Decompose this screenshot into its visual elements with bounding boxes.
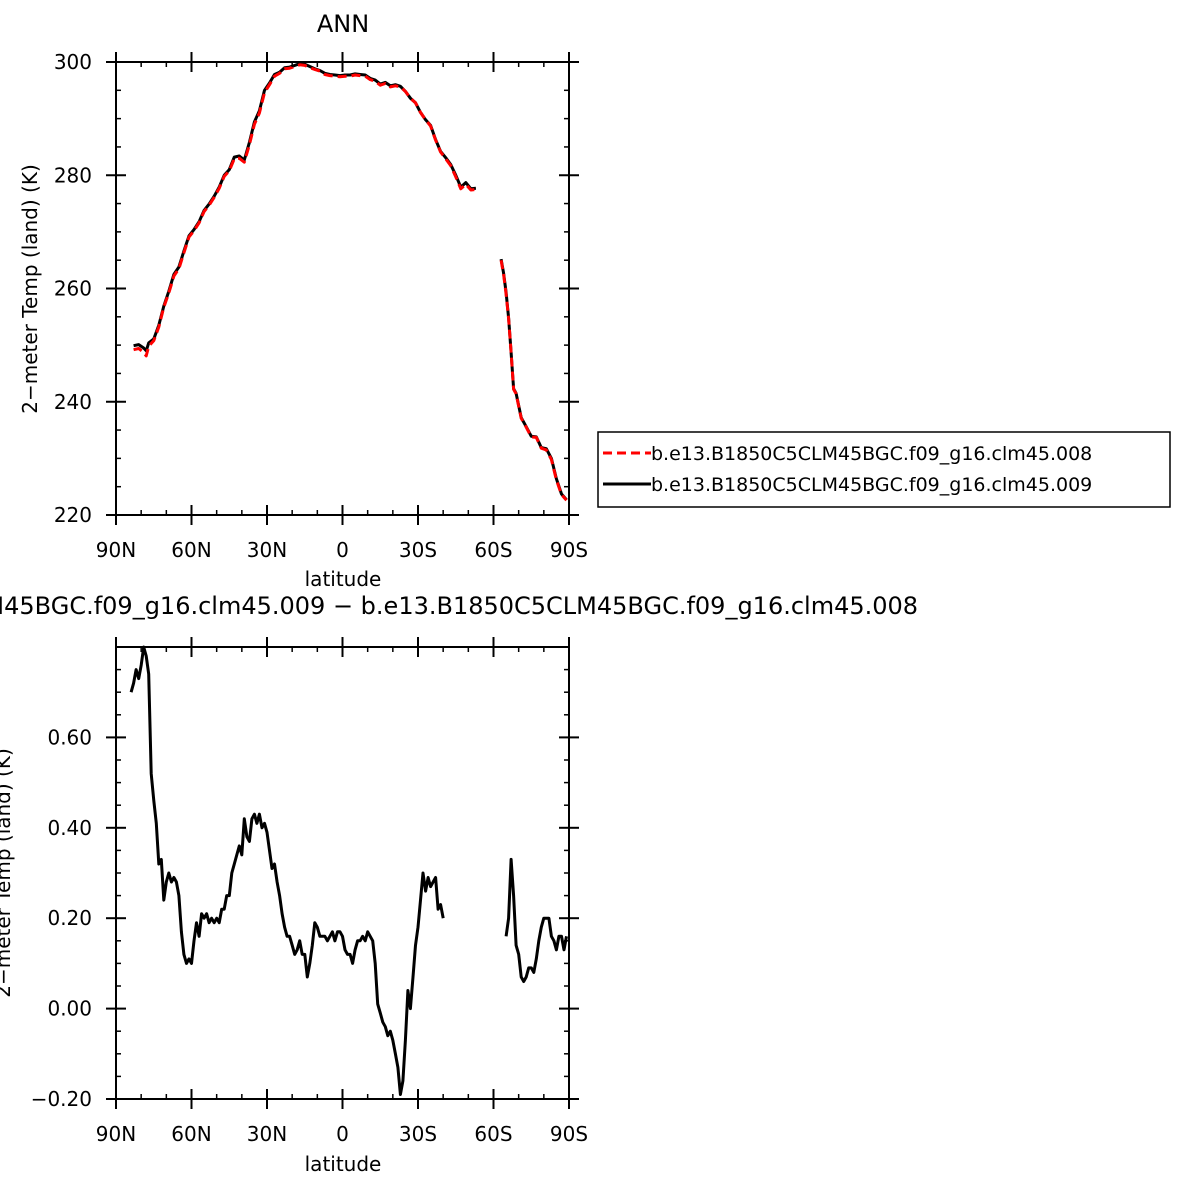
bottom-x-tick-label: 90S (550, 1122, 588, 1146)
bottom-series-1-line-segment-2 (504, 857, 568, 983)
bottom-x-tick-label: 90N (96, 1122, 136, 1146)
bottom-chart-title: b.e13.B1850C5CLM45BGC.f09_g16.clm45.009 … (0, 592, 918, 620)
bottom-x-axis-label: latitude (305, 1152, 382, 1176)
bottom-plot-frame (115, 646, 570, 1100)
top-x-tick-label: 30S (399, 538, 437, 562)
bottom-y-axis-label: 2−meter Temp (land) (K) (0, 748, 15, 998)
top-plot-frame (115, 61, 570, 516)
bottom-x-tick-label: 60S (474, 1122, 512, 1146)
bottom-series-1-line-segment-1 (129, 645, 445, 1096)
top-x-tick-label: 90N (96, 538, 136, 562)
bottom-y-tick-label: 0.40 (47, 816, 92, 840)
legend-label-series-2: b.e13.B1850C5CLM45BGC.f09_g16.clm45.009 (651, 474, 1092, 496)
bottom-x-tick-label: 60N (171, 1122, 211, 1146)
top-y-tick-label: 240 (54, 390, 92, 414)
top-x-tick-label: 30N (247, 538, 287, 562)
top-y-axis: 220 240 260 280 300 (54, 50, 579, 527)
top-chart-title: ANN (317, 10, 369, 38)
top-y-tick-label: 260 (54, 277, 92, 301)
top-series-group (133, 62, 568, 502)
bottom-x-tick-label: 30S (399, 1122, 437, 1146)
top-x-tick-label: 90S (550, 538, 588, 562)
bottom-y-tick-label: 0.20 (47, 906, 92, 930)
top-series-2-line-segment-1 (133, 62, 477, 353)
top-y-tick-label: 220 (54, 503, 92, 527)
top-legend: b.e13.B1850C5CLM45BGC.f09_g16.clm45.008 … (597, 431, 1171, 508)
bottom-y-tick-label: 0.60 (47, 725, 92, 749)
bottom-series-group (129, 645, 568, 1096)
legend-box (597, 431, 1171, 508)
top-x-tick-label: 0 (336, 538, 349, 562)
top-x-axis-label: latitude (305, 567, 382, 591)
bottom-y-axis: −0.20 0.00 0.20 0.40 0.60 (31, 646, 579, 1111)
top-y-tick-label: 300 (54, 50, 92, 74)
top-x-tick-label: 60N (171, 538, 211, 562)
bottom-x-axis: 90N 60N 30N 0 30S 60S 90S (96, 637, 588, 1146)
bottom-y-tick-label: −0.20 (31, 1087, 92, 1111)
top-y-tick-label: 280 (54, 163, 92, 187)
top-y-axis-label: 2−meter Temp (land) (K) (18, 164, 42, 414)
top-panel: ANN 90N 60N 30N 0 30S 60S 90S 220240260280300 … (18, 10, 1171, 591)
top-x-axis: 90N 60N 30N 0 30S 60S 90S (96, 52, 588, 562)
top-series-1-line-segment-2 (499, 259, 568, 502)
top-x-tick-label: 60S (474, 538, 512, 562)
top-series-2-line-segment-2 (499, 258, 568, 501)
legend-label-series-1: b.e13.B1850C5CLM45BGC.f09_g16.clm45.008 (651, 443, 1092, 465)
bottom-x-tick-label: 0 (336, 1122, 349, 1146)
bottom-x-tick-label: 30N (247, 1122, 287, 1146)
top-series-1-line-segment-1 (133, 63, 477, 358)
bottom-panel: b.e13.B1850C5CLM45BGC.f09_g16.clm45.009 … (0, 592, 918, 1176)
bottom-y-tick-label: 0.00 (47, 997, 92, 1021)
